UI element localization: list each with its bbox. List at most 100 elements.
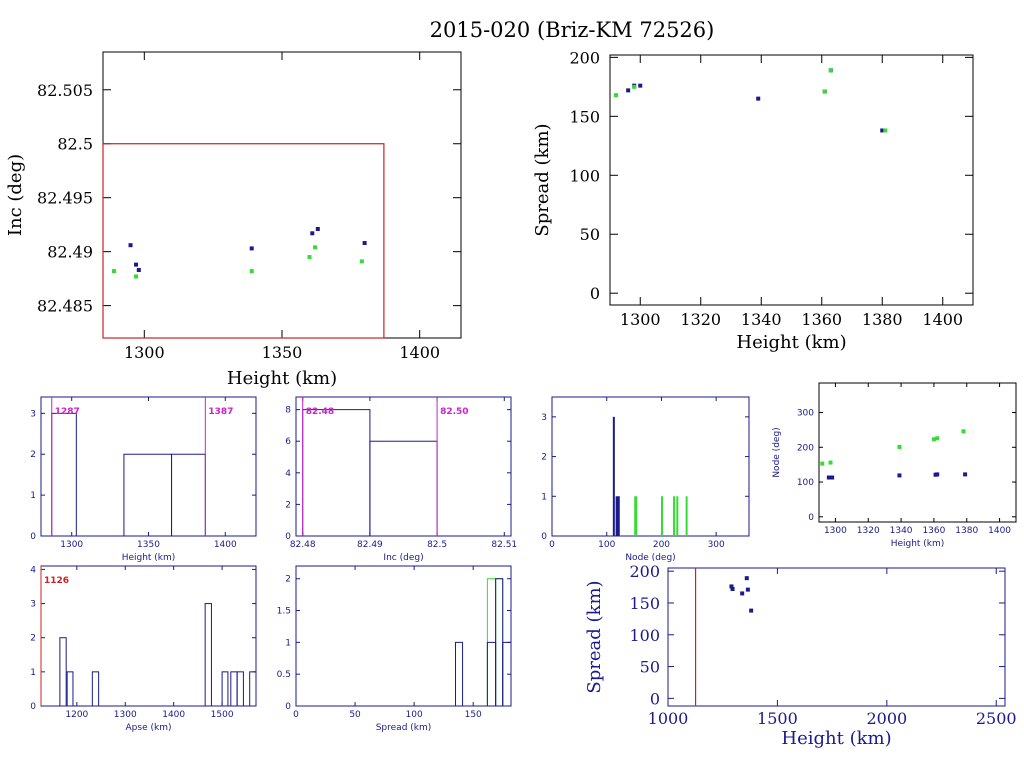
data-point-blue bbox=[730, 586, 735, 591]
plot-frame bbox=[609, 54, 974, 306]
histogram-bin bbox=[66, 671, 74, 707]
histogram-bin-blue bbox=[486, 641, 497, 707]
data-point-green bbox=[828, 460, 833, 465]
histogram-bar-green bbox=[685, 496, 688, 536]
x-axis-label: Height (km) bbox=[227, 368, 337, 389]
plot-frame bbox=[295, 396, 512, 537]
x-tick-label: 1320 bbox=[680, 310, 721, 329]
panel-apse-histogram: 1200 1300 1400 1500 0 1 2 3 4 Apse (km) 1126 bbox=[30, 565, 257, 733]
y-tick-label: 0 bbox=[285, 702, 291, 712]
data-point-blue bbox=[880, 128, 885, 133]
y-tick-label: 100 bbox=[797, 478, 814, 488]
x-tick-label: 82.48 bbox=[290, 540, 316, 550]
histogram-bin-blue bbox=[495, 578, 504, 707]
x-tick-label: 1500 bbox=[211, 710, 234, 720]
histogram-bar-green bbox=[673, 496, 676, 536]
panel-inc-histogram: 82.48 82.49 82.5 82.51 0 2 4 6 8 Inc (deg) 82.48 82… bbox=[285, 396, 517, 563]
y-tick-label: 0 bbox=[30, 702, 36, 712]
y-tick-label: 82.495 bbox=[37, 189, 93, 208]
y-tick-label: 150 bbox=[569, 107, 600, 126]
data-point-blue bbox=[134, 262, 139, 267]
data-point-blue bbox=[826, 475, 831, 480]
y-tick-label: 1 bbox=[30, 491, 36, 501]
figure-title: 2015-020 (Briz-KM 72526) bbox=[430, 18, 715, 42]
panel-node-vs-height: 1300 1320 1340 1360 1380 1400 0 100 200 300 Height… bbox=[772, 382, 1017, 549]
y-tick-label: 100 bbox=[629, 626, 660, 645]
y-tick-label: 2 bbox=[285, 575, 291, 585]
y-axis-label: Node (deg) bbox=[772, 427, 782, 477]
x-tick-label: 1300 bbox=[620, 310, 661, 329]
histogram-bin-blue bbox=[454, 641, 464, 707]
histogram-bin bbox=[369, 440, 438, 537]
x-tick-label: 1360 bbox=[922, 526, 945, 536]
x-axis-label: Inc (deg) bbox=[383, 553, 423, 563]
data-point-blue bbox=[249, 246, 254, 251]
x-axis-label: Apse (km) bbox=[126, 723, 172, 733]
x-tick-label: 1350 bbox=[137, 540, 160, 550]
x-tick-label: 200 bbox=[653, 540, 670, 550]
data-point-green bbox=[883, 128, 888, 133]
plot-frame bbox=[551, 396, 750, 537]
y-tick-label: 0.5 bbox=[277, 670, 291, 680]
histogram-bin bbox=[171, 453, 206, 537]
panel-node-histogram: 0 100 200 300 0 1 2 3 Node (deg) bbox=[541, 396, 750, 563]
x-tick-label: 50 bbox=[349, 710, 361, 720]
histogram-bar-blue bbox=[615, 496, 619, 536]
y-tick-label: 0 bbox=[541, 532, 547, 542]
panel-spread-histogram: 0 50 100 150 0 0.5 1 1.5 2 Spread (km) bbox=[277, 565, 512, 733]
data-point-blue bbox=[310, 231, 315, 236]
y-tick-label: 6 bbox=[285, 437, 291, 447]
histogram-bin bbox=[91, 671, 100, 707]
data-point-green bbox=[632, 84, 637, 89]
data-point-blue bbox=[638, 83, 643, 88]
y-tick-label: 3 bbox=[541, 413, 547, 423]
data-point-blue bbox=[830, 475, 835, 480]
data-point-blue bbox=[315, 226, 320, 231]
limit-marker-label: 82.48 bbox=[306, 407, 334, 417]
histogram-bar-green bbox=[634, 496, 638, 536]
histogram-bin bbox=[249, 671, 257, 707]
x-tick-label: 1350 bbox=[262, 343, 303, 362]
data-point-green bbox=[822, 89, 827, 94]
x-tick-label: 150 bbox=[465, 710, 482, 720]
x-tick-label: 300 bbox=[708, 540, 725, 550]
data-point-blue bbox=[745, 587, 750, 592]
y-axis-label: Spread (km) bbox=[532, 123, 553, 236]
data-point-blue bbox=[626, 88, 631, 93]
data-point-blue bbox=[362, 241, 367, 246]
x-tick-label: 1500 bbox=[757, 709, 798, 728]
data-point-blue bbox=[897, 473, 902, 478]
x-tick-label: 82.5 bbox=[427, 540, 447, 550]
data-point-blue bbox=[729, 584, 734, 589]
y-tick-label: 200 bbox=[629, 562, 660, 581]
x-tick-label: 1400 bbox=[922, 310, 963, 329]
y-tick-label: 200 bbox=[569, 48, 600, 67]
data-point-green bbox=[961, 429, 966, 434]
x-tick-label: 1400 bbox=[988, 526, 1011, 536]
y-tick-label: 0 bbox=[285, 532, 291, 542]
x-axis-label: Height (km) bbox=[891, 539, 945, 549]
y-tick-label: 82.49 bbox=[47, 243, 93, 262]
data-point-green bbox=[112, 269, 117, 274]
y-tick-label: 1 bbox=[541, 492, 547, 502]
y-tick-label: 82.5 bbox=[57, 135, 93, 154]
histogram-bin bbox=[123, 453, 173, 537]
data-point-blue bbox=[749, 608, 754, 613]
histogram-bar-blue bbox=[612, 416, 615, 536]
data-point-blue bbox=[128, 243, 133, 248]
panel-spread-vs-height: 1300 1320 1340 1360 1380 1400 0 50 100 150 200 Heig… bbox=[532, 48, 974, 353]
data-point-blue bbox=[963, 472, 968, 477]
x-tick-label: 0 bbox=[293, 710, 299, 720]
x-tick-label: 1340 bbox=[741, 310, 782, 329]
data-point-green bbox=[897, 444, 902, 449]
histogram-bar-blue bbox=[617, 496, 620, 536]
plot-frame bbox=[295, 565, 512, 707]
panel-inc-vs-height: 1300 1350 1400 82.485 82.49 82.495 82.5 82.505 H… bbox=[5, 51, 462, 389]
y-tick-label: 4 bbox=[30, 565, 36, 575]
data-point-green bbox=[935, 436, 940, 441]
x-tick-label: 0 bbox=[549, 540, 555, 550]
y-tick-label: 8 bbox=[285, 406, 291, 416]
y-tick-label: 82.485 bbox=[37, 297, 93, 316]
y-tick-label: 0 bbox=[590, 284, 600, 303]
histogram-bin bbox=[51, 412, 77, 537]
